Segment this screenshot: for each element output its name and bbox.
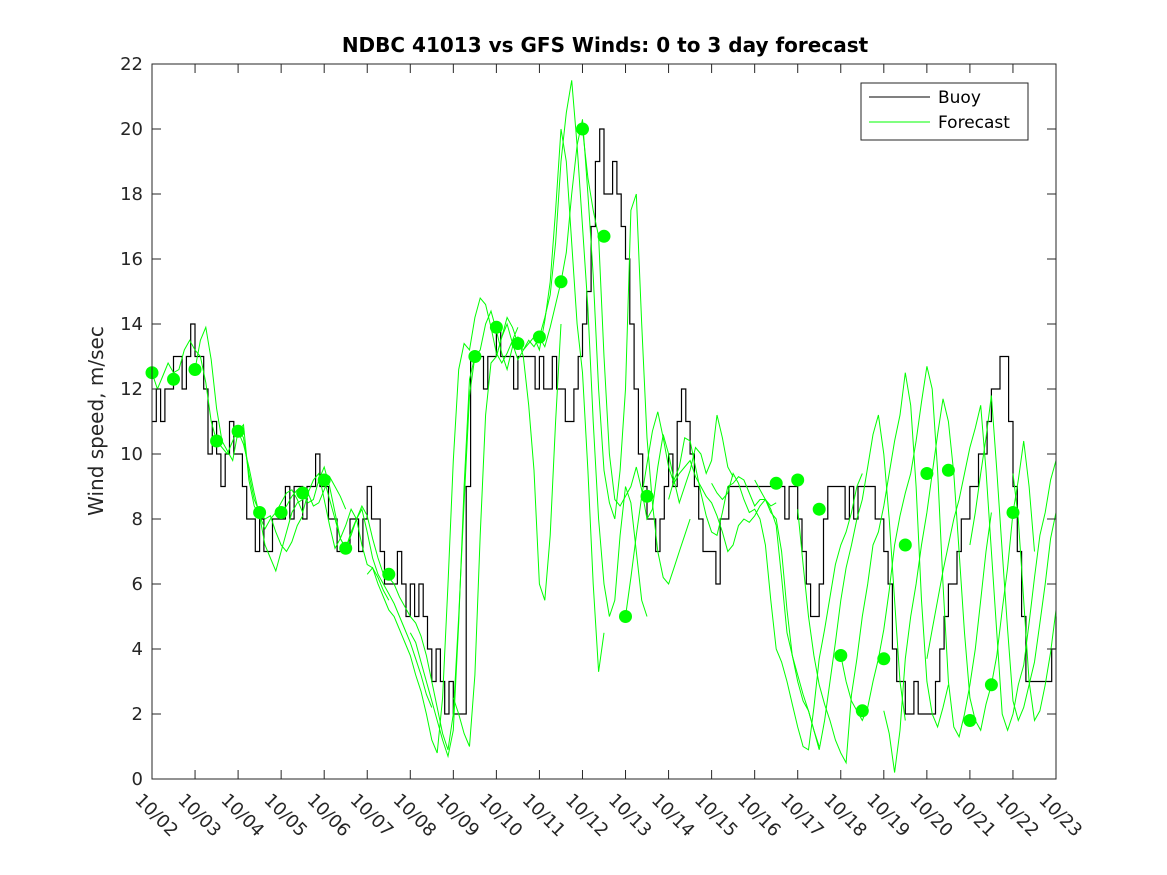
y-tick-label-3: 6	[132, 574, 143, 595]
forecast-run-line-10	[582, 128, 734, 521]
forecast-run-line-17	[883, 398, 1035, 773]
forecast-marker-23	[834, 649, 848, 662]
forecast-run-line-11	[625, 411, 777, 617]
forecast-marker-24	[855, 704, 869, 718]
forecast-marker-10	[382, 567, 396, 581]
legend-forecast-label: Forecast	[938, 113, 1010, 133]
legend-box	[860, 82, 1029, 141]
forecast-marker-4	[231, 424, 245, 438]
forecast-marker-6	[274, 506, 288, 519]
y-tick-label-0: 0	[132, 769, 143, 790]
forecast-marker-9	[339, 541, 353, 555]
forecast-run-line-6	[409, 309, 562, 759]
y-tick-label-5: 10	[120, 444, 143, 465]
forecast-marker-25	[877, 652, 891, 666]
y-tick-label-10: 20	[120, 119, 143, 140]
forecast-marker-2	[188, 363, 202, 376]
forecast-run-line-5	[366, 296, 519, 754]
y-tick-label-6: 12	[120, 379, 143, 400]
forecast-marker-12	[489, 320, 503, 334]
forecast-marker-1	[167, 372, 180, 386]
y-tick-label-4: 8	[132, 509, 143, 530]
y-tick-label-11: 22	[120, 54, 143, 75]
forecast-marker-21	[791, 473, 805, 487]
legend-buoy-label: Buoy	[938, 88, 981, 108]
forecast-marker-8	[317, 473, 331, 487]
forecast-run-line-18	[926, 405, 1057, 732]
forecast-marker-15	[554, 275, 568, 289]
forecast-run-line-2	[237, 431, 390, 601]
forecast-run-line-7	[452, 128, 605, 747]
y-tick-label-2: 4	[132, 639, 143, 660]
forecast-marker-5	[253, 506, 267, 519]
y-axis-label: Wind speed, m/sec	[84, 326, 108, 516]
forecast-marker-17	[597, 229, 611, 243]
chart-title: NDBC 41013 vs GFS Winds: 0 to 3 day fore…	[342, 33, 869, 57]
forecast-marker-27	[920, 467, 934, 480]
forecast-run-line-9	[538, 119, 691, 586]
forecast-marker-28	[941, 463, 955, 477]
forecast-marker-26	[898, 538, 912, 552]
forecast-series	[151, 80, 1057, 773]
forecast-marker-16	[576, 122, 589, 136]
forecast-run-line-12	[668, 437, 820, 747]
forecast-marker-31	[1006, 506, 1020, 519]
forecast-marker-3	[210, 434, 224, 448]
y-tick-label-1: 2	[132, 704, 143, 725]
forecast-marker-22	[812, 502, 826, 516]
buoy-series	[152, 128, 1057, 715]
axes-box	[151, 63, 1057, 780]
forecast-marker-20	[769, 476, 783, 490]
forecast-run-line-13	[711, 472, 863, 751]
y-tick-label-7: 14	[120, 314, 143, 335]
forecast-run-line-15	[797, 372, 949, 765]
forecast-marker-30	[984, 678, 998, 692]
forecast-marker-11	[468, 350, 482, 363]
y-tick-label-8: 16	[120, 249, 143, 270]
forecast-marker-19	[640, 489, 654, 503]
forecast-run-line-1	[194, 325, 347, 573]
forecast-run-line-14	[754, 414, 906, 750]
y-tick-label-9: 18	[120, 184, 143, 205]
forecast-marker-13	[511, 337, 525, 350]
forecast-marker-29	[963, 714, 977, 727]
forecast-marker-7	[296, 486, 310, 500]
legend: Buoy Forecast	[860, 82, 1029, 141]
forecast-run-line-4	[323, 356, 476, 750]
forecast-marker-18	[619, 610, 632, 623]
forecast-run-line-0	[151, 339, 304, 553]
forecast-marker-14	[532, 330, 546, 344]
buoy-line	[152, 128, 1057, 715]
